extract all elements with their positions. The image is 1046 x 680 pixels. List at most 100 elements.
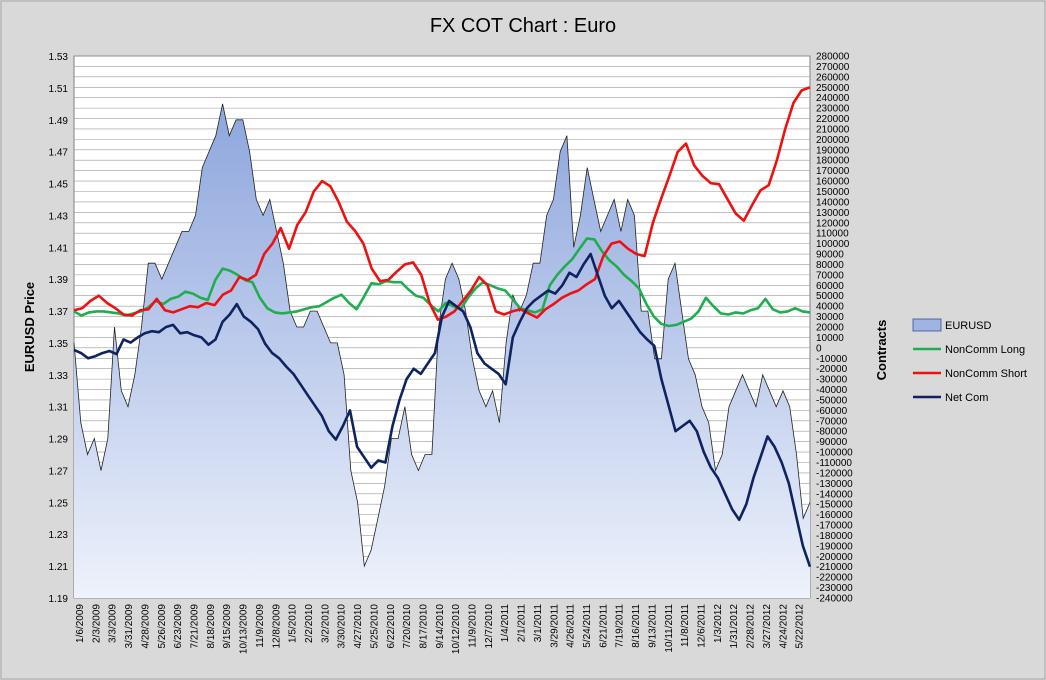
- left-tick-label: 1.51: [49, 84, 69, 95]
- right-tick-label: -90000: [816, 437, 848, 448]
- left-tick-label: 1.47: [49, 148, 69, 159]
- x-tick-label: 8/17/2010: [418, 604, 429, 649]
- x-tick-label: 8/18/2009: [206, 604, 217, 649]
- right-tick-label: -200000: [816, 552, 853, 563]
- right-tick-label: -30000: [816, 375, 848, 386]
- right-tick-label: -60000: [816, 406, 848, 417]
- left-tick-label: 1.39: [49, 275, 69, 286]
- right-tick-label: -170000: [816, 521, 853, 532]
- legend-label-eurusd: EURUSD: [945, 320, 992, 332]
- right-tick-label: 80000: [816, 260, 844, 271]
- right-tick-label: 250000: [816, 83, 850, 94]
- x-tick-label: 11/9/2009: [255, 604, 266, 648]
- right-tick-label: 30000: [816, 312, 844, 323]
- left-tick-label: 1.35: [49, 339, 69, 350]
- chart-title: FX COT Chart : Euro: [430, 15, 616, 37]
- x-tick-label: 6/23/2009: [173, 604, 184, 649]
- right-tick-label: -240000: [816, 594, 853, 605]
- left-tick-label: 1.43: [49, 211, 69, 222]
- right-tick-label: -210000: [816, 562, 853, 573]
- left-tick-label: 1.31: [49, 403, 69, 414]
- right-tick-label: -230000: [816, 583, 853, 594]
- x-tick-label: 12/6/2011: [697, 604, 708, 648]
- left-tick-label: 1.53: [49, 52, 69, 63]
- x-tick-label: 3/3/2009: [108, 604, 119, 643]
- right-tick-label: 280000: [816, 52, 850, 63]
- eurusd-area: [73, 103, 811, 599]
- right-tick-label: 150000: [816, 187, 850, 198]
- x-tick-label: 2/28/2012: [746, 604, 757, 649]
- x-tick-label: 2/1/2011: [517, 604, 528, 643]
- x-tick-label: 1/31/2012: [729, 604, 740, 649]
- right-tick-label: 70000: [816, 270, 844, 281]
- legend-label-net-com: Net Com: [945, 392, 988, 404]
- right-tick-label: -110000: [816, 458, 852, 469]
- x-tick-label: 3/1/2011: [533, 604, 544, 643]
- x-tick-label: 3/27/2012: [762, 604, 773, 649]
- x-tick-label: 4/27/2010: [353, 604, 364, 649]
- x-tick-label: 10/11/2011: [664, 604, 675, 653]
- x-tick-label: 4/28/2009: [140, 604, 151, 649]
- right-tick-label: 160000: [816, 177, 850, 188]
- left-tick-label: 1.49: [49, 116, 69, 127]
- x-tick-label: 7/19/2011: [615, 604, 626, 648]
- x-tick-label: 3/30/2010: [337, 604, 348, 649]
- x-tick-label: 3/31/2009: [124, 604, 135, 649]
- right-tick-label: 210000: [816, 124, 850, 135]
- x-tick-label: 4/26/2011: [566, 604, 577, 648]
- x-tick-label: 1/5/2010: [288, 604, 299, 643]
- x-tick-label: 12/8/2009: [271, 604, 282, 649]
- x-tick-label: 1/6/2009: [75, 604, 86, 643]
- eurusd-area-outline: [73, 103, 811, 568]
- left-tick-label: 1.45: [49, 180, 69, 191]
- right-tick-label: -220000: [816, 573, 853, 584]
- x-tick-label: 7/20/2010: [402, 604, 413, 649]
- legend-swatch-eurusd: [912, 318, 942, 332]
- x-tick-label: 5/25/2010: [369, 604, 380, 649]
- left-tick-label: 1.37: [49, 307, 69, 318]
- right-tick-label: 110000: [816, 229, 849, 240]
- x-tick-label: 2/2/2010: [304, 604, 315, 643]
- legend-label-noncomm-short: NonComm Short: [945, 368, 1027, 380]
- left-tick-label: 1.27: [49, 466, 69, 477]
- right-tick-label: 10000: [816, 333, 844, 344]
- eurusd-area-fill: [74, 103, 810, 599]
- x-tick-label: 5/22/2012: [795, 604, 806, 649]
- right-tick-label: -80000: [816, 427, 848, 438]
- right-tick-label: -150000: [816, 500, 853, 511]
- right-tick-label: -10000: [816, 354, 848, 365]
- x-tick-label: 10/12/2010: [451, 604, 462, 654]
- right-axis-label: Contracts: [874, 320, 889, 381]
- right-tick-label: 100000: [816, 239, 850, 250]
- x-tick-label: 6/21/2011: [598, 604, 609, 648]
- x-tick-label: 2/3/2009: [91, 604, 102, 643]
- net-com-line: [73, 252, 812, 568]
- right-tick-label: 40000: [816, 302, 844, 313]
- right-tick-label: -100000: [816, 448, 853, 459]
- left-tick-label: 1.21: [49, 562, 69, 573]
- right-tick-label: -120000: [816, 468, 853, 479]
- right-tick-label: -180000: [816, 531, 853, 542]
- right-tick-label: 140000: [816, 197, 850, 208]
- x-tick-label: 11/9/2010: [468, 604, 479, 648]
- x-tick-label: 5/26/2009: [157, 604, 168, 649]
- left-tick-label: 1.41: [49, 243, 69, 254]
- right-tick-label: 20000: [816, 323, 844, 334]
- right-tick-label: 260000: [816, 72, 850, 83]
- left-axis-label: EURUSD Price: [22, 282, 37, 372]
- right-tick-label: 60000: [816, 281, 844, 292]
- right-tick-label: -130000: [816, 479, 853, 490]
- right-tick-label: 120000: [816, 218, 850, 229]
- x-tick-label: 5/24/2011: [582, 604, 593, 648]
- x-tick-label: 9/15/2009: [222, 604, 233, 649]
- x-tick-label: 12/7/2010: [484, 604, 495, 649]
- right-tick-label: -190000: [816, 541, 853, 552]
- right-tick-label: 200000: [816, 135, 850, 146]
- right-tick-label: -160000: [816, 510, 853, 521]
- right-tick-label: 270000: [816, 62, 850, 73]
- right-tick-label: -20000: [816, 364, 848, 375]
- x-tick-label: 7/21/2009: [189, 604, 200, 649]
- series-lines: [73, 86, 812, 568]
- right-tick-label: 220000: [816, 114, 850, 125]
